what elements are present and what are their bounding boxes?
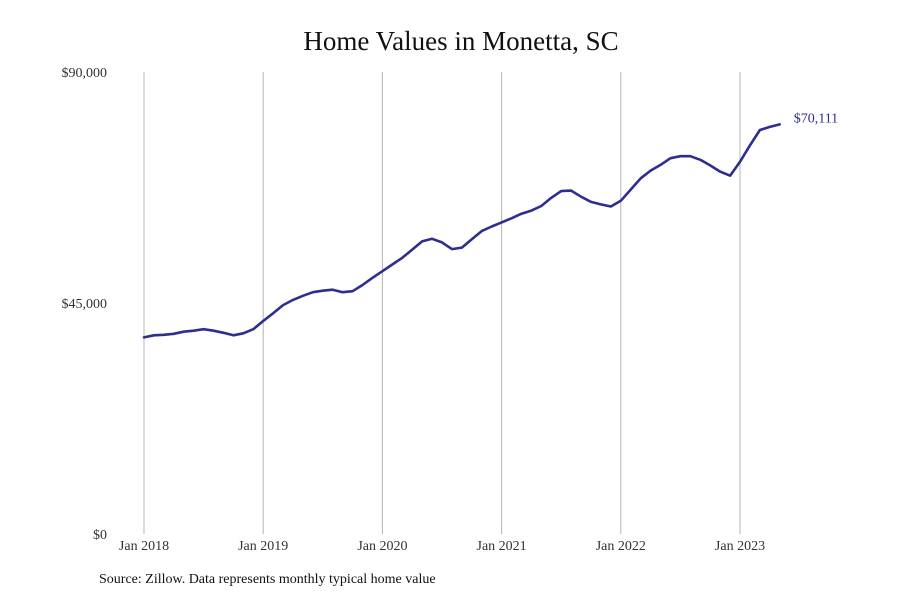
data-point (600, 203, 603, 206)
data-point (749, 144, 752, 147)
data-point (620, 200, 623, 203)
data-point (421, 240, 424, 243)
data-point (520, 212, 523, 215)
data-point (272, 312, 275, 315)
data-point (302, 295, 305, 298)
data-point (441, 241, 444, 244)
data-point (739, 161, 742, 164)
data-point (689, 155, 692, 158)
data-point (192, 329, 195, 332)
data-point (471, 238, 474, 241)
data-point (639, 177, 642, 180)
data-point (163, 334, 166, 337)
end-value-label: $70,111 (794, 111, 838, 126)
chart-title: Home Values in Monetta, SC (303, 26, 619, 56)
data-point (649, 169, 652, 172)
data-point (729, 174, 732, 177)
x-tick-label: Jan 2022 (596, 539, 646, 554)
data-point (361, 284, 364, 287)
data-point (391, 263, 394, 266)
data-point (510, 217, 513, 220)
data-point (322, 289, 325, 292)
data-point (202, 328, 205, 331)
data-point (252, 328, 255, 331)
data-point (331, 288, 334, 291)
data-point (212, 329, 215, 332)
data-point (242, 332, 245, 335)
series-line (142, 123, 781, 339)
data-point (590, 201, 593, 204)
x-tick-label: Jan 2021 (477, 539, 527, 554)
data-point (570, 189, 573, 192)
x-tick-label: Jan 2018 (119, 539, 169, 554)
data-point (153, 334, 156, 337)
data-point (759, 129, 762, 132)
data-point (719, 170, 722, 173)
x-tick-label: Jan 2019 (238, 539, 288, 554)
data-point (381, 270, 384, 273)
data-point (232, 334, 235, 337)
data-point (182, 330, 185, 333)
data-point (500, 221, 503, 224)
y-tick-label: $0 (93, 528, 107, 543)
data-point (699, 159, 702, 162)
data-point (451, 248, 454, 251)
source-note: Source: Zillow. Data represents monthly … (99, 572, 436, 587)
data-point (292, 299, 295, 302)
data-point (371, 277, 374, 280)
x-tick-label: Jan 2020 (357, 539, 407, 554)
data-point (222, 332, 225, 335)
data-point (540, 205, 543, 208)
y-tick-label: $90,000 (62, 66, 108, 81)
data-point (580, 195, 583, 198)
data-point (778, 123, 781, 126)
data-point (669, 157, 672, 160)
data-point (143, 336, 146, 339)
data-point (461, 246, 464, 249)
y-tick-label: $45,000 (62, 297, 108, 312)
data-point (431, 238, 434, 241)
data-point (312, 291, 315, 294)
data-point (769, 126, 772, 129)
data-point (411, 248, 414, 251)
series-layer: $70,111 (142, 111, 838, 339)
data-point (341, 291, 344, 294)
x-tick-label: Jan 2023 (715, 539, 765, 554)
data-point (560, 190, 563, 193)
data-point (530, 209, 533, 212)
data-point (351, 290, 354, 293)
data-point (629, 188, 632, 191)
data-point (679, 155, 682, 158)
data-point (659, 164, 662, 167)
gridlines (143, 72, 741, 534)
axis-ticks: Jan 2018 Jan 2019 Jan 2020 Jan 2021 Jan 2022… (62, 66, 766, 554)
data-point (550, 197, 553, 200)
data-point (282, 304, 285, 307)
data-point (709, 164, 712, 167)
data-point (480, 230, 483, 233)
data-point (401, 257, 404, 260)
data-point (490, 225, 493, 228)
data-point (610, 205, 613, 208)
data-point (262, 320, 265, 323)
data-point (173, 333, 176, 336)
